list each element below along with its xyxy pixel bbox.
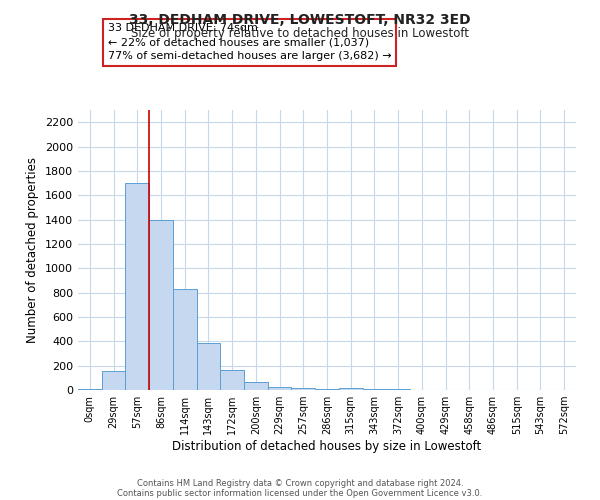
- Text: Size of property relative to detached houses in Lowestoft: Size of property relative to detached ho…: [131, 28, 469, 40]
- Text: Contains public sector information licensed under the Open Government Licence v3: Contains public sector information licen…: [118, 488, 482, 498]
- Text: 33, DEDHAM DRIVE, LOWESTOFT, NR32 3ED: 33, DEDHAM DRIVE, LOWESTOFT, NR32 3ED: [129, 12, 471, 26]
- Bar: [339, 388, 362, 390]
- Bar: [315, 389, 339, 390]
- Text: 33 DEDHAM DRIVE: 74sqm
← 22% of detached houses are smaller (1,037)
77% of semi-: 33 DEDHAM DRIVE: 74sqm ← 22% of detached…: [108, 23, 392, 61]
- Text: Contains HM Land Registry data © Crown copyright and database right 2024.: Contains HM Land Registry data © Crown c…: [137, 478, 463, 488]
- Bar: [125, 183, 149, 390]
- Bar: [268, 387, 292, 390]
- Bar: [173, 289, 197, 390]
- Bar: [244, 382, 268, 390]
- Bar: [149, 220, 173, 390]
- Bar: [78, 389, 102, 390]
- X-axis label: Distribution of detached houses by size in Lowestoft: Distribution of detached houses by size …: [172, 440, 482, 453]
- Y-axis label: Number of detached properties: Number of detached properties: [26, 157, 40, 343]
- Bar: [102, 371, 125, 390]
- Bar: [197, 342, 220, 390]
- Bar: [292, 388, 315, 390]
- Bar: [220, 370, 244, 390]
